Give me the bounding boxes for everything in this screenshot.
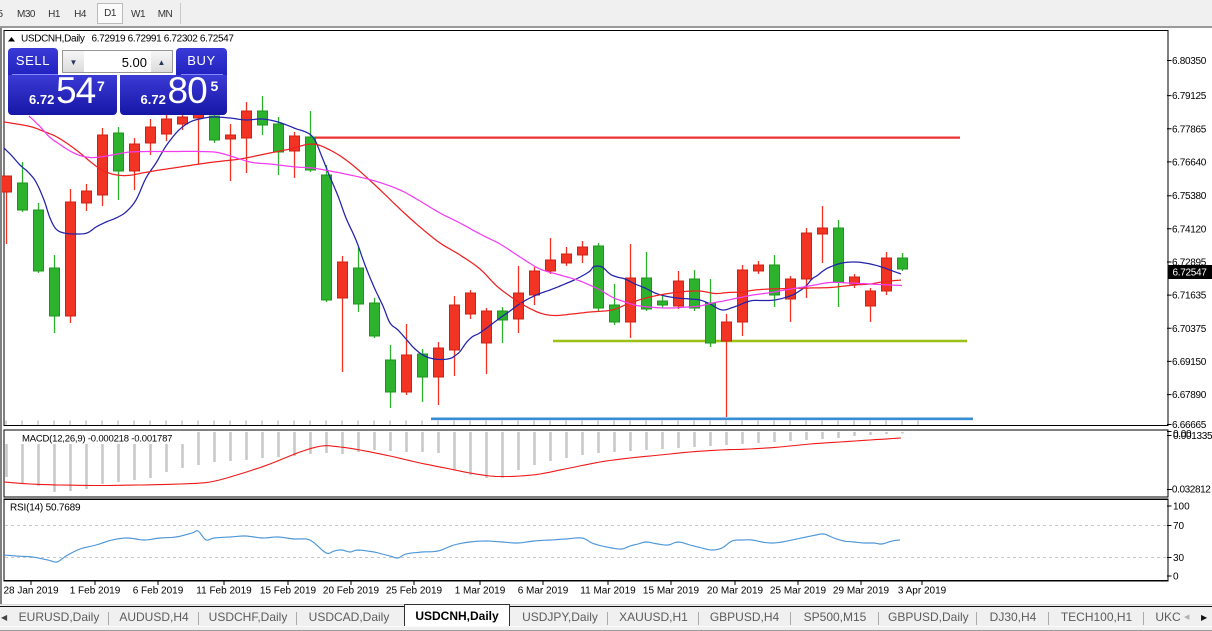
svg-text:6.72895: 6.72895: [1172, 258, 1207, 269]
svg-text:15 Feb 2019: 15 Feb 2019: [260, 586, 317, 597]
svg-text:6.70375: 6.70375: [1172, 324, 1207, 335]
svg-text:6.74120: 6.74120: [1172, 224, 1207, 235]
svg-text:0: 0: [1173, 572, 1179, 583]
svg-text:0.001335: 0.001335: [1173, 431, 1212, 442]
svg-text:20 Feb 2019: 20 Feb 2019: [323, 586, 380, 597]
svg-text:3 Apr 2019: 3 Apr 2019: [898, 586, 947, 597]
svg-text:6.66665: 6.66665: [1172, 420, 1207, 431]
svg-text:RSI(14) 50.7689: RSI(14) 50.7689: [10, 503, 81, 514]
svg-text:29 Mar 2019: 29 Mar 2019: [833, 586, 890, 597]
svg-text:6.71635: 6.71635: [1172, 291, 1207, 302]
svg-text:70: 70: [1173, 521, 1185, 532]
svg-text:1 Feb 2019: 1 Feb 2019: [70, 586, 121, 597]
svg-text:6.72919 6.72991 6.72302 6.7254: 6.72919 6.72991 6.72302 6.72547: [92, 34, 235, 45]
svg-text:30: 30: [1173, 553, 1185, 564]
svg-text:-0.032812: -0.032812: [1169, 485, 1211, 496]
svg-text:15 Mar 2019: 15 Mar 2019: [643, 586, 700, 597]
svg-text:1 Mar 2019: 1 Mar 2019: [455, 586, 506, 597]
svg-text:100: 100: [1173, 502, 1190, 513]
svg-text:25 Mar 2019: 25 Mar 2019: [770, 586, 827, 597]
svg-text:25 Feb 2019: 25 Feb 2019: [386, 586, 443, 597]
svg-text:6.77865: 6.77865: [1172, 124, 1207, 135]
svg-text:USDCNH,Daily: USDCNH,Daily: [21, 34, 85, 45]
svg-text:6.79125: 6.79125: [1172, 91, 1207, 102]
svg-text:6.76640: 6.76640: [1172, 157, 1207, 168]
svg-text:6.72547: 6.72547: [1173, 268, 1208, 279]
svg-text:20 Mar 2019: 20 Mar 2019: [707, 586, 764, 597]
svg-text:6.69150: 6.69150: [1172, 357, 1207, 368]
svg-text:11 Feb 2019: 11 Feb 2019: [196, 586, 252, 597]
svg-text:MACD(12,26,9) -0.000218 -0.001: MACD(12,26,9) -0.000218 -0.001787: [22, 434, 172, 445]
svg-text:28 Jan 2019: 28 Jan 2019: [3, 586, 58, 597]
svg-text:6.80350: 6.80350: [1172, 56, 1207, 67]
svg-text:11 Mar 2019: 11 Mar 2019: [580, 586, 636, 597]
svg-text:6 Mar 2019: 6 Mar 2019: [518, 586, 569, 597]
svg-text:0.00: 0.00: [1173, 429, 1192, 440]
svg-text:6.75380: 6.75380: [1172, 191, 1207, 202]
svg-text:6 Feb 2019: 6 Feb 2019: [133, 586, 184, 597]
svg-text:6.67890: 6.67890: [1172, 390, 1207, 401]
